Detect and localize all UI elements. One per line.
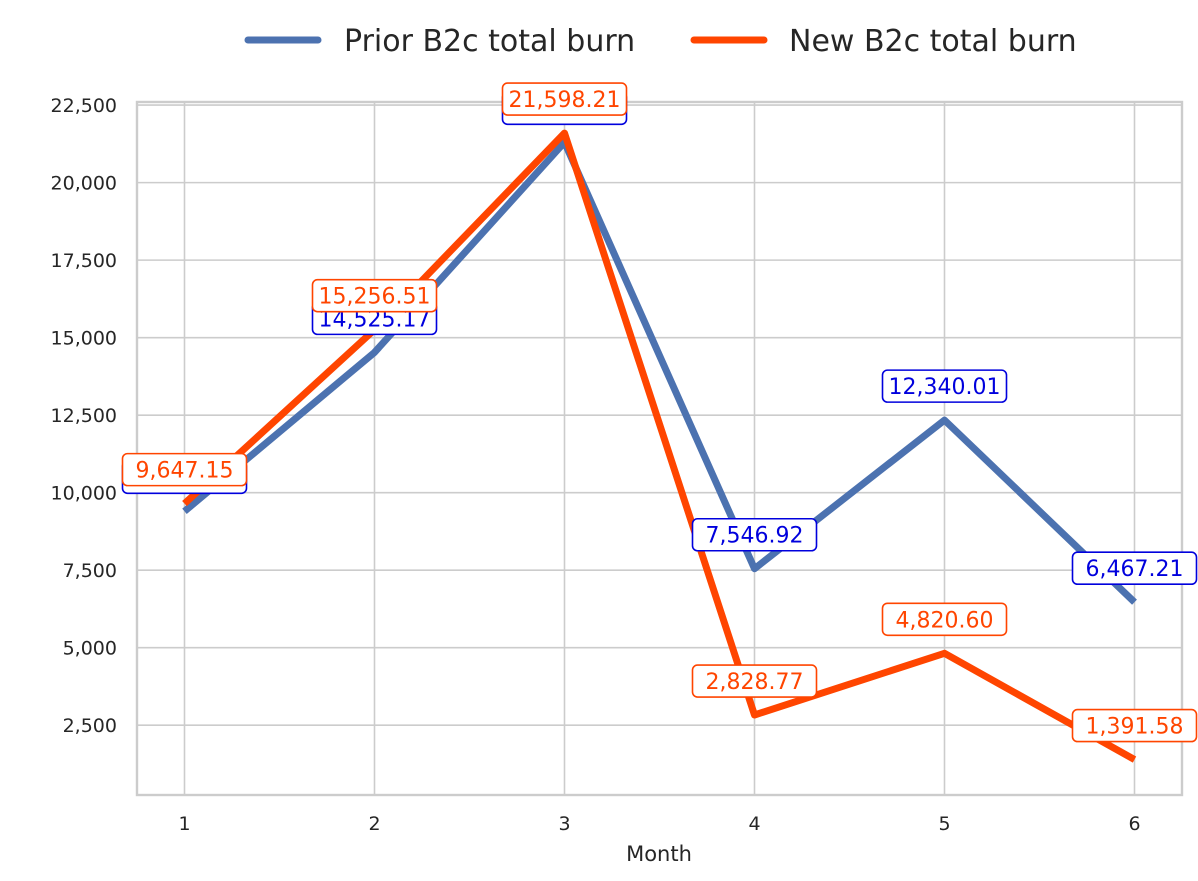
data-label: 12,340.01 [889, 375, 1001, 400]
plot-area: 2,500 5,000 7,500 10,000 12,500 15,000 17,500 2… [51, 82, 1198, 835]
data-label: 21,598.21 [509, 88, 621, 113]
data-label: 6,467.21 [1086, 557, 1184, 582]
x-tick-label: 5 [938, 813, 950, 835]
y-tick-label: 12,500 [51, 405, 117, 427]
y-tick-label: 22,500 [51, 95, 117, 117]
data-label-box [1071, 708, 1198, 743]
data-label-box [501, 82, 628, 116]
legend-label-prior: Prior B2c total burn [344, 24, 635, 59]
x-axis-title: Month [626, 842, 692, 866]
x-tick-label: 3 [558, 813, 570, 835]
data-label: 1,391.58 [1086, 715, 1184, 740]
y-tick-label: 17,500 [51, 250, 117, 272]
y-tick-label: 2,500 [63, 715, 117, 737]
series-line-prior [182, 138, 1137, 605]
data-label-box [691, 517, 818, 552]
data-label-box [311, 278, 438, 313]
x-tick-label: 2 [368, 813, 380, 835]
data-label: 2,828.77 [706, 670, 804, 695]
data-label: 15,256.51 [319, 285, 431, 310]
x-tick-label: 4 [748, 813, 760, 835]
legend: Prior B2c total burn New B2c total burn [244, 24, 1077, 59]
data-label-box [881, 369, 1008, 403]
plot-frame [135, 100, 1184, 797]
data-label-box [1071, 551, 1198, 586]
series-line-new [182, 129, 1137, 763]
y-tick-label: 10,000 [51, 483, 117, 505]
x-tick-label: 1 [178, 813, 190, 835]
data-label: 9,647.15 [136, 459, 234, 484]
data-label: 7,546.92 [706, 524, 804, 549]
y-tick-label: 7,500 [63, 560, 117, 582]
legend-label-new: New B2c total burn [789, 24, 1077, 59]
data-label-box [691, 664, 818, 698]
y-tick-label: 5,000 [63, 638, 117, 660]
x-tick-label: 6 [1128, 813, 1140, 835]
y-tick-label: 15,000 [51, 328, 117, 350]
data-label-box [121, 452, 248, 487]
data-label-box [881, 602, 1008, 637]
y-tick-label: 20,000 [51, 173, 117, 195]
data-label: 4,820.60 [896, 608, 994, 633]
